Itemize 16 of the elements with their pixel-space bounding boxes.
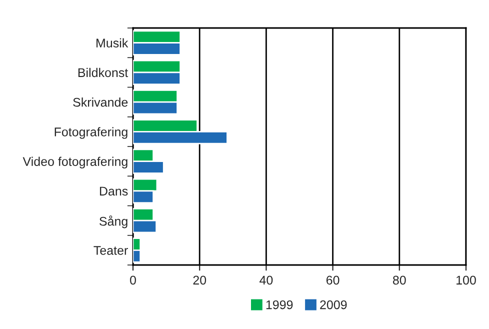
y-tick-label: Skrivande [73, 98, 128, 107]
legend-label: 1999 [266, 300, 293, 310]
x-tick-label: 0 [130, 276, 136, 285]
legend-label: 2009 [320, 300, 347, 310]
y-tick-label: Dans [100, 186, 128, 196]
x-tick-label: 40 [260, 276, 273, 285]
y-tick-label: Fotografering [54, 127, 128, 139]
x-tick-label: 60 [326, 276, 340, 285]
y-tick-label: Musik [96, 38, 128, 48]
y-tick-label: Bildkonst [78, 68, 128, 78]
y-tick-label: Sång [100, 216, 128, 228]
x-tick-label: 20 [193, 276, 206, 285]
x-tick-label: 80 [392, 276, 406, 285]
x-tick-label: 100 [456, 276, 476, 285]
y-tick-label: Teater [94, 246, 128, 255]
y-tick-label: Video fotografering [22, 156, 128, 168]
